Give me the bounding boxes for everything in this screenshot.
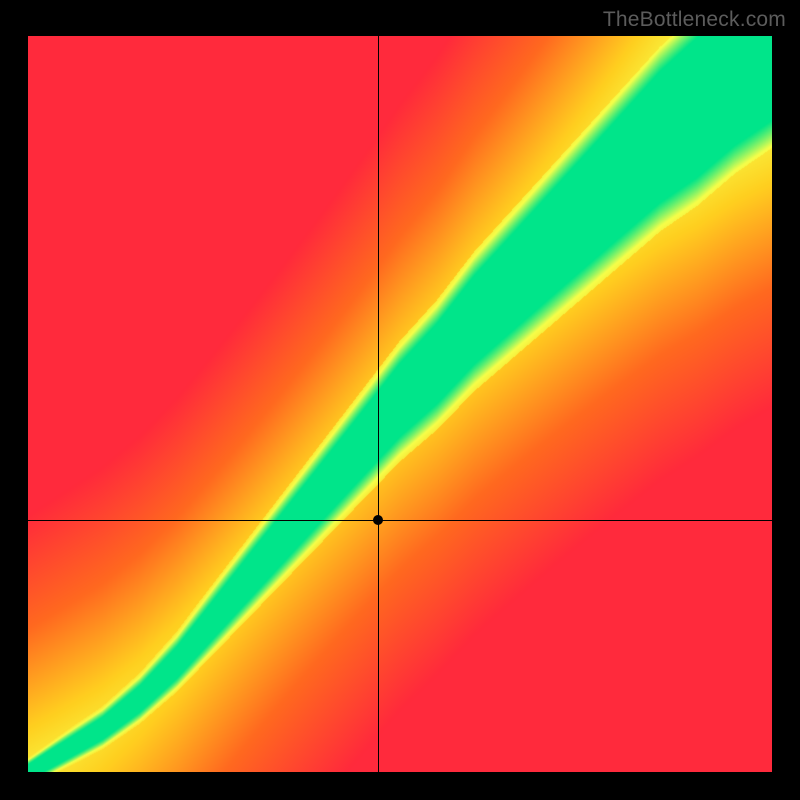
heatmap-canvas (28, 36, 772, 772)
crosshair-marker-dot (373, 515, 383, 525)
crosshair-horizontal (28, 520, 772, 521)
watermark-text: TheBottleneck.com (603, 8, 786, 32)
crosshair-vertical (378, 36, 379, 772)
heatmap-plot-area (28, 36, 772, 772)
